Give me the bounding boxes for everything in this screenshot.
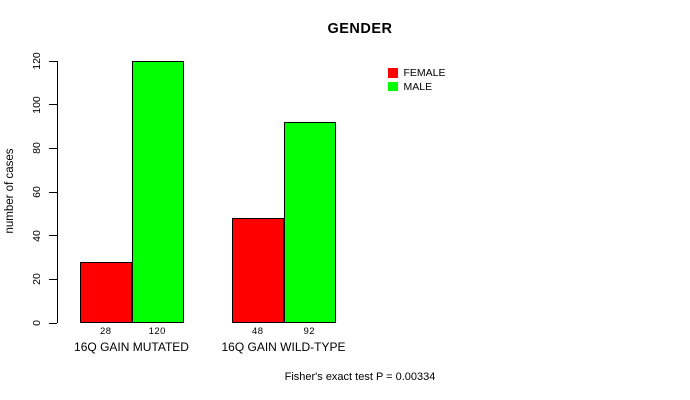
bar-male-group2 — [283, 122, 336, 323]
legend-row-male: MALE — [388, 80, 446, 94]
bar-value-label: 92 — [303, 326, 316, 337]
legend-swatch-male — [388, 81, 398, 92]
legend-label: FEMALE — [403, 66, 446, 79]
bar-value-label: 120 — [148, 326, 166, 337]
legend-label: MALE — [403, 80, 433, 93]
legend: FEMALE MALE — [388, 66, 446, 93]
y-axis-label: number of cases — [4, 148, 16, 234]
bar-female-group2 — [232, 218, 284, 323]
bar-female-group1 — [80, 261, 132, 323]
chart-title: GENDER — [327, 21, 393, 37]
y-tick-mark — [49, 104, 57, 106]
y-tick-label: 0 — [31, 320, 43, 326]
y-tick-mark — [49, 235, 57, 237]
y-axis-line — [57, 61, 58, 323]
y-tick-mark — [49, 278, 57, 280]
y-tick-label: 60 — [31, 186, 43, 198]
fisher-test-annotation: Fisher's exact test P = 0.00334 — [284, 371, 436, 383]
y-tick-label: 20 — [31, 273, 43, 286]
legend-swatch-female — [388, 68, 398, 78]
y-tick-mark — [49, 191, 57, 193]
category-label: 16Q GAIN WILD-TYPE — [221, 340, 346, 354]
y-tick-mark — [49, 322, 57, 324]
y-tick-label: 40 — [31, 229, 43, 242]
y-tick-mark — [49, 60, 57, 62]
category-label: 16Q GAIN MUTATED — [74, 340, 189, 354]
y-tick-label: 120 — [31, 52, 43, 70]
bar-male-group1 — [131, 61, 184, 323]
y-tick-label: 80 — [31, 142, 43, 155]
legend-row-female: FEMALE — [388, 66, 446, 80]
y-tick-label: 100 — [31, 95, 43, 114]
bar-value-label: 28 — [99, 326, 112, 337]
bar-value-label: 48 — [251, 326, 264, 337]
y-tick-mark — [49, 147, 57, 149]
